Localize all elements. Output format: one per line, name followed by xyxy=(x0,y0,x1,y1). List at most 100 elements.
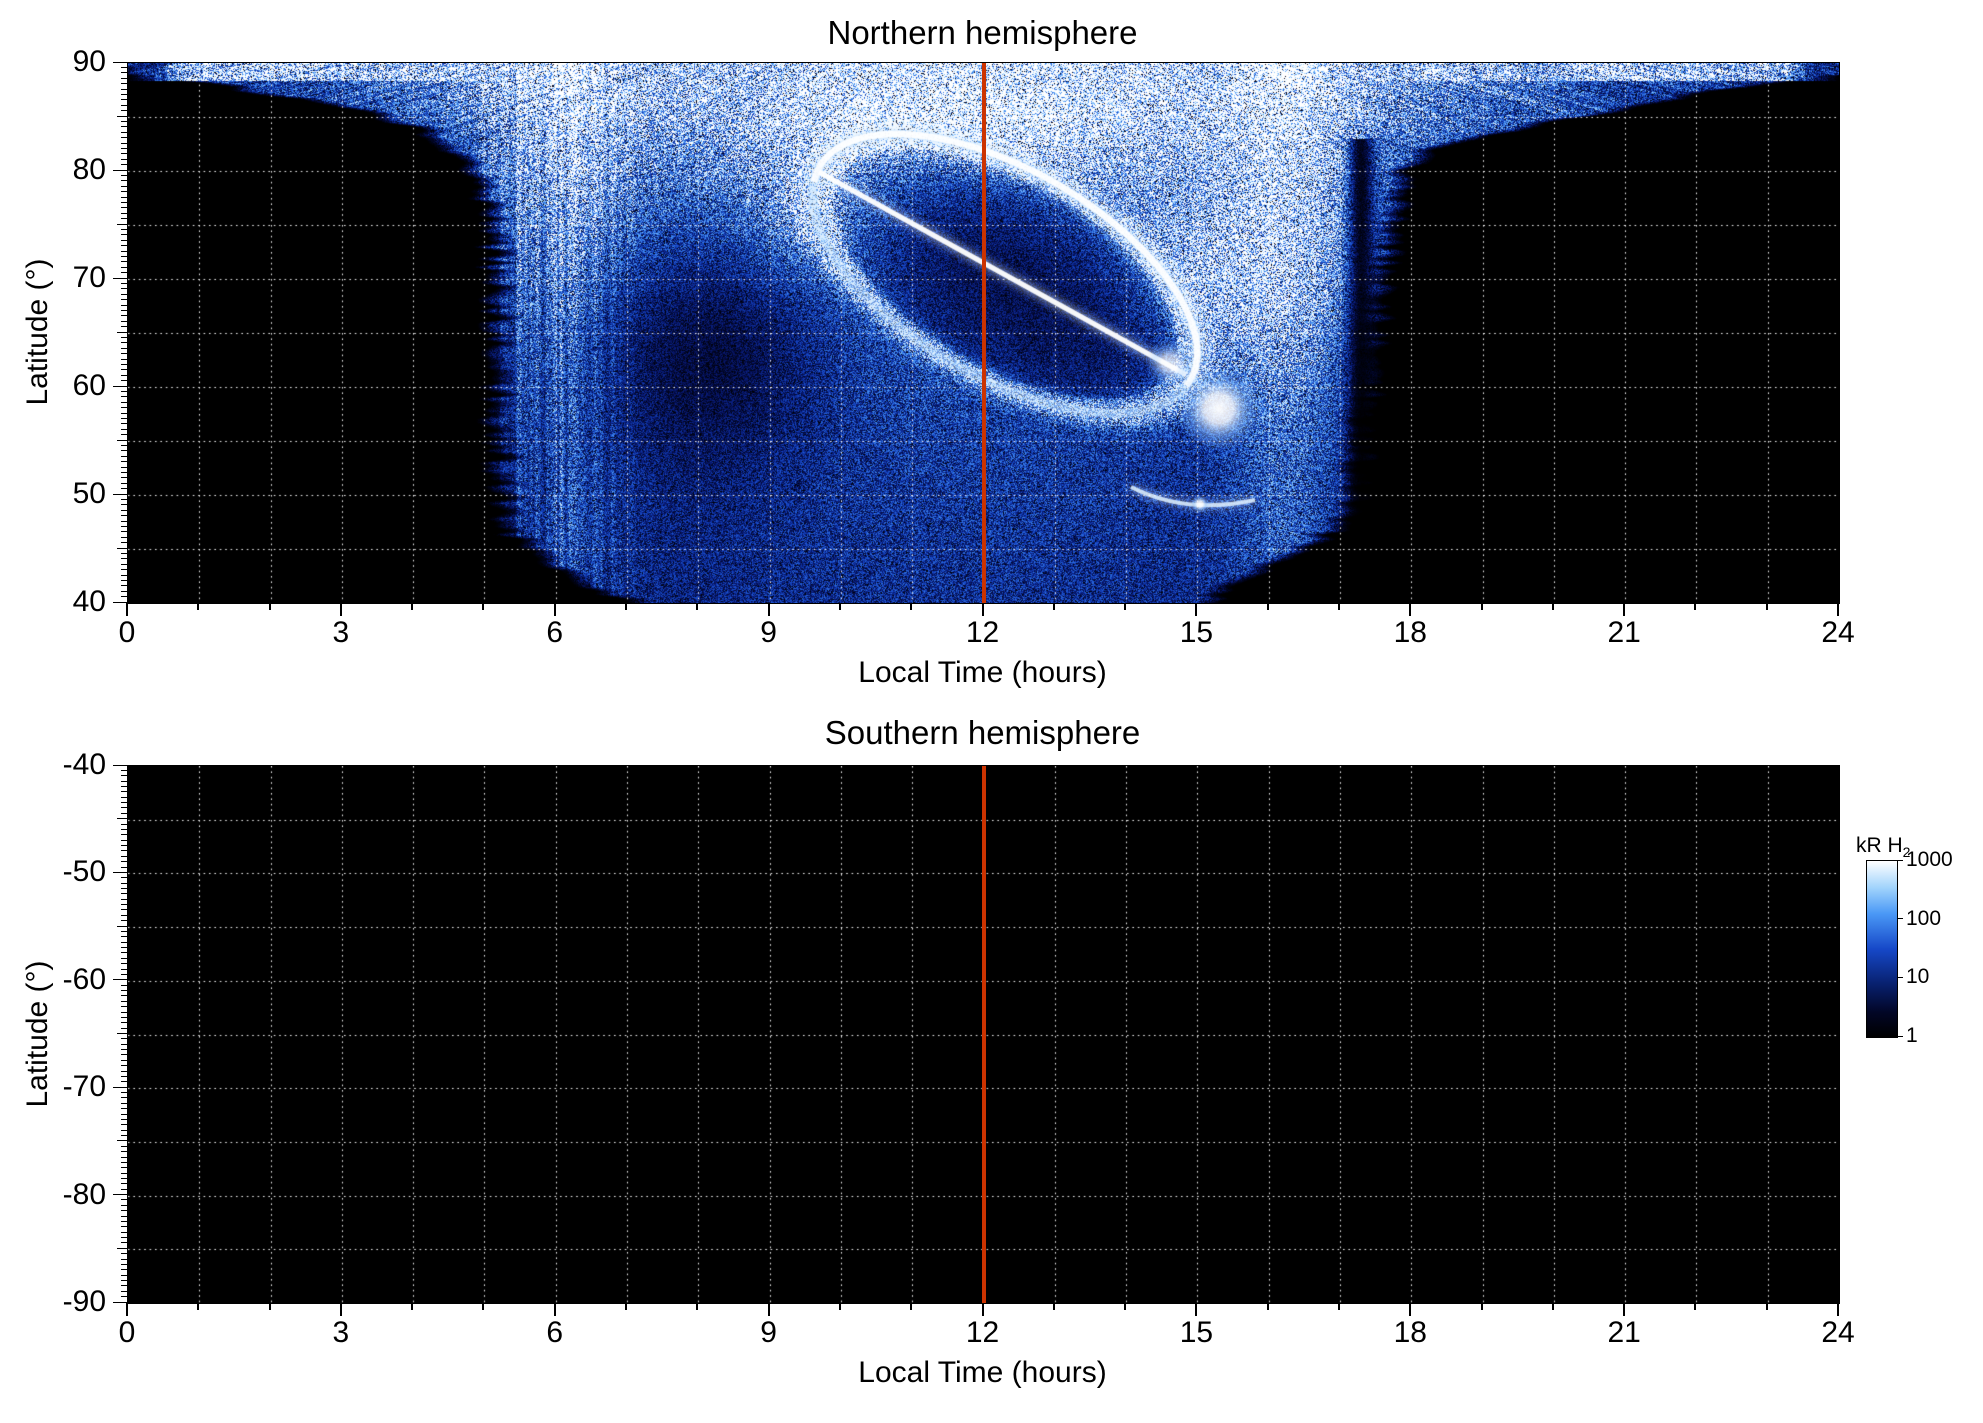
y-tick xyxy=(121,914,127,916)
y-tick xyxy=(121,1135,127,1137)
y-tick xyxy=(121,1059,127,1061)
y-tick xyxy=(121,466,127,468)
y-tick xyxy=(117,223,127,225)
y-tick xyxy=(121,245,127,247)
x-tick xyxy=(1124,603,1127,610)
y-tick xyxy=(113,1301,127,1303)
y-tick xyxy=(121,261,127,263)
y-tick xyxy=(121,498,127,500)
y-tick xyxy=(121,455,127,457)
y-tick xyxy=(121,1172,127,1174)
x-tick xyxy=(339,1303,342,1316)
y-tick xyxy=(121,1113,127,1115)
y-tick xyxy=(121,1081,127,1083)
y-tick xyxy=(121,353,127,355)
x-tick-label: 3 xyxy=(332,616,350,649)
y-tick xyxy=(121,1006,127,1008)
y-tick xyxy=(121,957,127,959)
x-tick-label: 3 xyxy=(332,1316,350,1349)
y-tick xyxy=(121,477,127,479)
y-tick xyxy=(121,137,127,139)
y-tick xyxy=(121,1054,127,1056)
x-tick xyxy=(1694,603,1697,610)
y-tick xyxy=(121,1022,127,1024)
y-tick xyxy=(117,115,127,117)
y-tick xyxy=(121,288,127,290)
y-tick xyxy=(121,845,127,847)
x-tick xyxy=(126,1303,128,1316)
y-tick xyxy=(121,358,127,360)
y-tick xyxy=(121,791,127,793)
y-tick-label: -90 xyxy=(62,1285,106,1318)
y-tick xyxy=(121,590,127,592)
y-tick xyxy=(121,180,127,182)
colorbar-title-text: kR H xyxy=(1856,834,1903,857)
colorbar-tick-label: 1000 xyxy=(1906,848,1953,871)
y-tick xyxy=(121,1210,127,1212)
x-tick xyxy=(197,603,200,610)
x-tick-label: 24 xyxy=(1821,1316,1855,1349)
y-tick-label: -50 xyxy=(62,855,106,889)
y-tick xyxy=(121,904,127,906)
y-tick xyxy=(121,1075,127,1077)
y-tick xyxy=(121,93,127,95)
y-tick xyxy=(121,212,127,214)
y-tick xyxy=(121,191,127,193)
y-tick xyxy=(121,380,127,382)
y-tick xyxy=(121,812,127,814)
x-tick-label: 9 xyxy=(760,1316,777,1349)
y-tick-label: -40 xyxy=(62,748,106,781)
y-tick xyxy=(121,984,127,986)
y-tick xyxy=(121,77,127,79)
y-tick xyxy=(121,509,127,511)
y-tick xyxy=(121,1253,127,1255)
y-tick xyxy=(121,1102,127,1104)
colorbar-tick xyxy=(1898,918,1903,920)
y-tick xyxy=(117,1033,127,1034)
north-x-axis-ticks xyxy=(126,603,1839,619)
y-tick xyxy=(121,390,127,392)
y-tick xyxy=(121,520,127,522)
y-tick xyxy=(121,542,127,544)
x-tick xyxy=(767,603,770,616)
y-tick xyxy=(113,979,127,981)
y-tick xyxy=(121,66,127,68)
y-tick xyxy=(121,1011,127,1013)
y-tick xyxy=(117,925,127,927)
x-tick xyxy=(268,603,271,610)
colorbar: kR H2 1000 100 10 1 xyxy=(1856,834,1983,1049)
y-tick xyxy=(121,1124,127,1126)
y-tick xyxy=(121,417,127,419)
north-plot xyxy=(127,62,1840,604)
x-tick-label: 21 xyxy=(1607,616,1641,649)
x-tick xyxy=(1623,1303,1626,1316)
y-tick xyxy=(121,131,127,133)
x-tick xyxy=(1409,1303,1412,1316)
y-tick xyxy=(121,336,127,338)
y-tick xyxy=(121,1274,127,1276)
y-tick xyxy=(121,1092,127,1094)
y-tick xyxy=(121,574,127,576)
y-tick xyxy=(121,1296,127,1298)
y-tick xyxy=(117,1247,127,1249)
y-tick xyxy=(121,585,127,587)
y-tick xyxy=(121,266,127,268)
x-tick xyxy=(1195,1303,1198,1316)
y-tick xyxy=(121,834,127,836)
y-tick xyxy=(121,1108,127,1110)
x-tick xyxy=(981,1303,984,1316)
x-tick-label: 15 xyxy=(1179,616,1214,649)
y-tick xyxy=(121,1242,127,1244)
x-tick xyxy=(1480,1303,1483,1310)
y-tick xyxy=(121,947,127,949)
y-tick xyxy=(121,471,127,473)
y-tick xyxy=(121,920,127,922)
y-tick xyxy=(121,1145,127,1147)
y-tick xyxy=(121,369,127,371)
x-tick xyxy=(1337,1303,1340,1310)
y-tick xyxy=(121,828,127,830)
y-tick xyxy=(117,439,127,441)
y-tick xyxy=(121,326,127,328)
y-tick xyxy=(121,596,127,598)
y-tick xyxy=(121,1280,127,1282)
